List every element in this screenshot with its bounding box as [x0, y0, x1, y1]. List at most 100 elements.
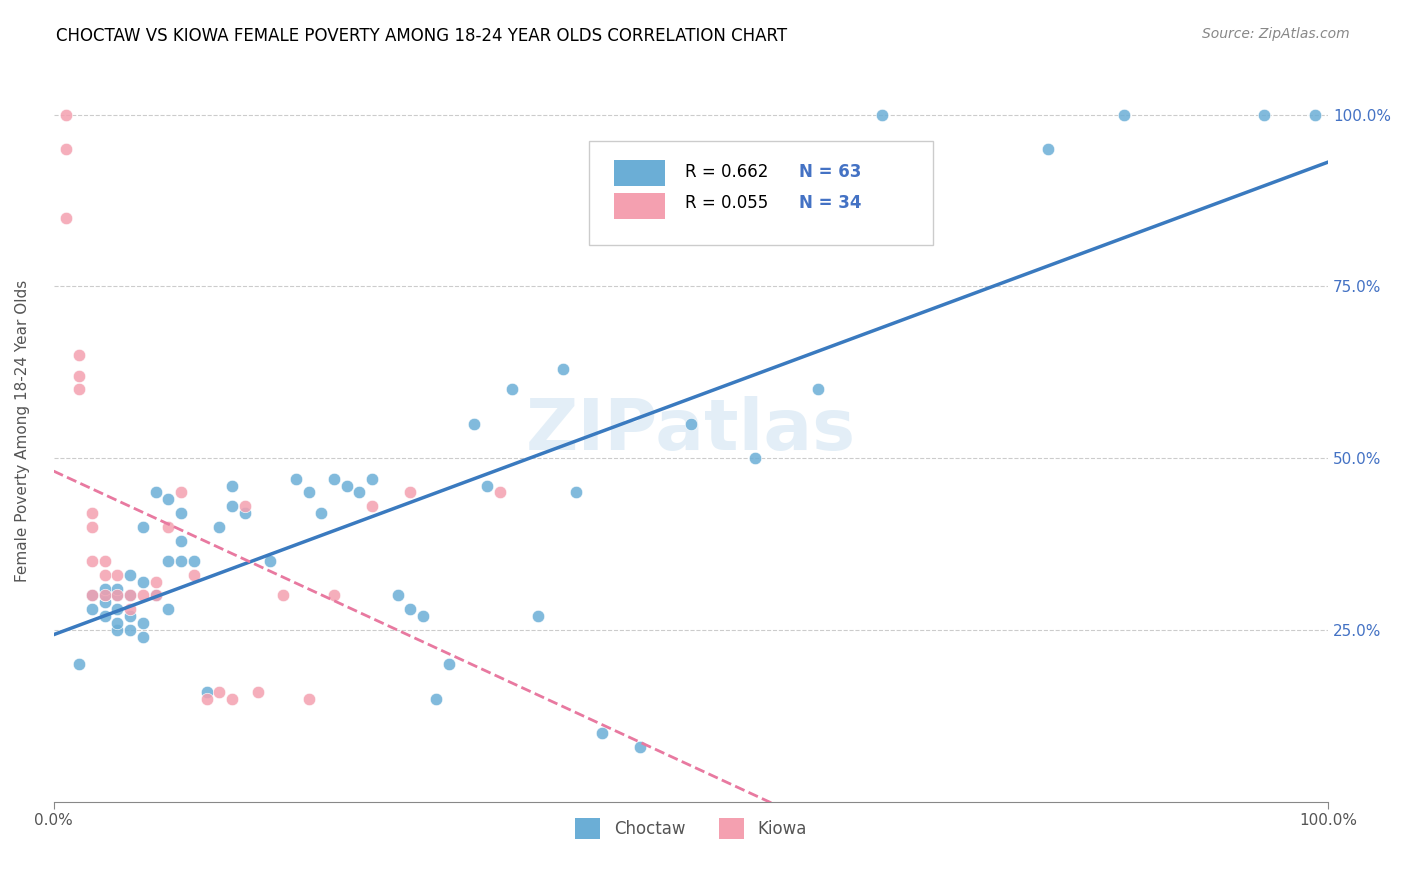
Point: [120, 589, 142, 603]
Point: [323, 472, 346, 486]
Point: [80, 506, 103, 520]
Point: [105, 623, 128, 637]
Point: [170, 533, 193, 548]
Point: [361, 499, 384, 513]
Point: [870, 107, 893, 121]
Point: [120, 602, 142, 616]
Point: [425, 691, 447, 706]
Point: [120, 623, 142, 637]
Point: [221, 478, 243, 492]
Point: [55, 142, 77, 156]
Point: [195, 691, 218, 706]
Point: [157, 602, 180, 616]
Point: [157, 492, 180, 507]
Point: [67, 383, 90, 397]
Point: [80, 602, 103, 616]
Point: [105, 615, 128, 630]
Point: [80, 554, 103, 568]
Point: [120, 609, 142, 624]
Point: [93, 589, 115, 603]
Point: [55, 107, 77, 121]
Point: [132, 615, 155, 630]
Point: [246, 684, 269, 698]
Point: [399, 485, 422, 500]
Point: [67, 368, 90, 383]
Point: [679, 417, 702, 431]
Point: [565, 485, 588, 500]
Point: [93, 609, 115, 624]
Point: [475, 478, 498, 492]
Legend: Choctaw, Kiowa: Choctaw, Kiowa: [569, 812, 813, 846]
Point: [501, 383, 523, 397]
Point: [349, 485, 371, 500]
Point: [105, 582, 128, 596]
Point: [120, 567, 142, 582]
Point: [132, 520, 155, 534]
Point: [387, 589, 409, 603]
Y-axis label: Female Poverty Among 18-24 Year Olds: Female Poverty Among 18-24 Year Olds: [15, 279, 30, 582]
Point: [170, 506, 193, 520]
Point: [132, 574, 155, 589]
Text: N = 34: N = 34: [799, 194, 862, 211]
Point: [80, 589, 103, 603]
Point: [145, 574, 167, 589]
Point: [297, 485, 319, 500]
Point: [271, 589, 294, 603]
FancyBboxPatch shape: [614, 194, 665, 219]
Text: N = 63: N = 63: [799, 163, 862, 181]
Point: [132, 630, 155, 644]
Point: [93, 595, 115, 609]
Point: [1305, 107, 1327, 121]
Point: [284, 472, 307, 486]
Point: [93, 554, 115, 568]
Point: [1114, 107, 1136, 121]
Point: [120, 589, 142, 603]
Point: [807, 383, 830, 397]
Point: [105, 589, 128, 603]
Point: [628, 739, 651, 754]
Text: R = 0.662: R = 0.662: [685, 163, 768, 181]
Point: [195, 684, 218, 698]
Point: [80, 589, 103, 603]
Point: [323, 589, 346, 603]
Point: [309, 506, 332, 520]
Point: [1253, 107, 1275, 121]
Point: [183, 554, 205, 568]
FancyBboxPatch shape: [589, 141, 934, 245]
Point: [412, 609, 434, 624]
Point: [233, 506, 256, 520]
Point: [527, 609, 550, 624]
Point: [221, 691, 243, 706]
Point: [336, 478, 359, 492]
Point: [463, 417, 485, 431]
Point: [744, 451, 766, 466]
Point: [221, 499, 243, 513]
Text: CHOCTAW VS KIOWA FEMALE POVERTY AMONG 18-24 YEAR OLDS CORRELATION CHART: CHOCTAW VS KIOWA FEMALE POVERTY AMONG 18…: [56, 27, 787, 45]
Text: R = 0.055: R = 0.055: [685, 194, 768, 211]
Text: ZIPatlas: ZIPatlas: [526, 396, 856, 465]
Point: [93, 589, 115, 603]
Point: [553, 361, 575, 376]
Point: [93, 567, 115, 582]
Text: Source: ZipAtlas.com: Source: ZipAtlas.com: [1202, 27, 1350, 41]
FancyBboxPatch shape: [614, 160, 665, 186]
Point: [591, 726, 613, 740]
Point: [55, 211, 77, 225]
Point: [67, 657, 90, 672]
Point: [105, 602, 128, 616]
Point: [67, 348, 90, 362]
Point: [105, 567, 128, 582]
Point: [157, 554, 180, 568]
Point: [145, 589, 167, 603]
Point: [183, 567, 205, 582]
Point: [145, 589, 167, 603]
Point: [105, 589, 128, 603]
Point: [1036, 142, 1059, 156]
Point: [233, 499, 256, 513]
Point: [259, 554, 281, 568]
Point: [157, 520, 180, 534]
Point: [208, 684, 231, 698]
Point: [170, 554, 193, 568]
Point: [132, 589, 155, 603]
Point: [297, 691, 319, 706]
